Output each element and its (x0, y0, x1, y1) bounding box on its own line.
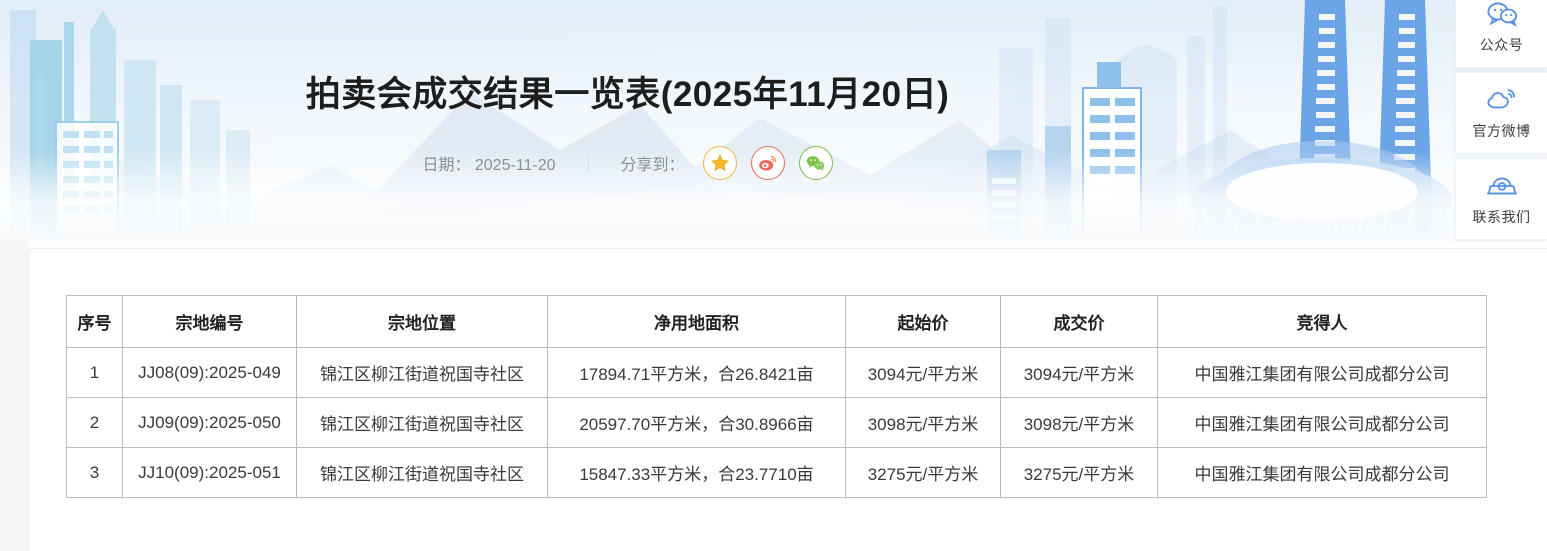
cell-parcel-no: JJ09(09):2025-050 (122, 397, 297, 448)
cell-parcel-no: JJ08(09):2025-049 (122, 347, 297, 398)
cell-start-price: 3094元/平方米 (845, 347, 1001, 398)
wechat-icon (1485, 0, 1519, 29)
column-header-location: 宗地位置 (296, 295, 548, 348)
table-row: 2 JJ09(09):2025-050 锦江区柳江街道祝国寺社区 20597.7… (66, 397, 1487, 448)
weibo-cloud-icon (1485, 85, 1519, 115)
cell-deal-price: 3094元/平方米 (1000, 347, 1158, 398)
share-weibo-button[interactable] (750, 146, 785, 180)
telephone-icon (1485, 171, 1519, 201)
side-rail-item-contact[interactable]: 联系我们 (1455, 158, 1547, 240)
side-rail-label: 联系我们 (1472, 209, 1531, 225)
share-star-button[interactable] (702, 146, 737, 180)
column-header-winner: 竞得人 (1157, 295, 1487, 348)
cell-start-price: 3275元/平方米 (845, 447, 1001, 498)
cell-index: 3 (66, 447, 123, 498)
share-wechat-button[interactable] (798, 146, 833, 180)
column-header-deal-price: 成交价 (1000, 295, 1158, 348)
auction-results-table: 序号 宗地编号 宗地位置 净用地面积 起始价 成交价 竞得人 1 JJ08(09… (66, 295, 1487, 498)
column-header-parcel-no: 宗地编号 (122, 295, 297, 348)
cell-start-price: 3098元/平方米 (845, 397, 1001, 448)
cell-winner: 中国雅江集团有限公司成都分公司 (1157, 347, 1487, 398)
cell-location: 锦江区柳江街道祝国寺社区 (296, 347, 548, 398)
cell-location: 锦江区柳江街道祝国寺社区 (296, 447, 548, 498)
cell-location: 锦江区柳江街道祝国寺社区 (296, 397, 548, 448)
cell-index: 2 (66, 397, 123, 448)
cell-area: 20597.70平方米，合30.8966亩 (547, 397, 846, 448)
star-icon (710, 154, 729, 172)
side-rail-label: 官方微博 (1472, 123, 1531, 139)
wechat-icon (806, 155, 825, 171)
table-row: 3 JJ10(09):2025-051 锦江区柳江街道祝国寺社区 15847.3… (66, 447, 1487, 498)
page-left-rail (0, 241, 28, 551)
cell-deal-price: 3098元/平方米 (1000, 397, 1158, 448)
cell-winner: 中国雅江集团有限公司成都分公司 (1157, 447, 1487, 498)
cell-parcel-no: JJ10(09):2025-051 (122, 447, 297, 498)
column-header-index: 序号 (66, 295, 123, 348)
meta-divider (587, 154, 589, 172)
table-header-row: 序号 宗地编号 宗地位置 净用地面积 起始价 成交价 竞得人 (66, 295, 1487, 348)
side-rail-item-official-account[interactable]: 公众号 (1455, 0, 1547, 68)
table-head: 序号 宗地编号 宗地位置 净用地面积 起始价 成交价 竞得人 (66, 295, 1487, 348)
side-rail-item-weibo[interactable]: 官方微博 (1455, 72, 1547, 154)
column-header-start-price: 起始价 (845, 295, 1001, 348)
page-banner: 拍卖会成交结果一览表(2025年11月20日) 日期： 2025-11-20 分… (0, 0, 1547, 241)
banner-meta-row: 日期： 2025-11-20 分享到： (0, 146, 1255, 180)
cell-index: 1 (66, 347, 123, 398)
cell-area: 17894.71平方米，合26.8421亩 (547, 347, 846, 398)
publish-date: 日期： 2025-11-20 (422, 157, 556, 174)
cell-winner: 中国雅江集团有限公司成都分公司 (1157, 397, 1487, 448)
table-body: 1 JJ08(09):2025-049 锦江区柳江街道祝国寺社区 17894.7… (66, 347, 1487, 498)
auction-results-table-wrapper: 序号 宗地编号 宗地位置 净用地面积 起始价 成交价 竞得人 1 JJ08(09… (66, 295, 1487, 498)
share-button-group (702, 146, 833, 180)
cell-deal-price: 3275元/平方米 (1000, 447, 1158, 498)
weibo-icon (759, 155, 777, 170)
share-label: 分享到： (620, 157, 685, 174)
floating-side-rail: 公众号 官方微博 联系我们 (1455, 0, 1547, 244)
side-rail-label: 公众号 (1479, 37, 1524, 53)
table-row: 1 JJ08(09):2025-049 锦江区柳江街道祝国寺社区 17894.7… (66, 347, 1487, 398)
column-header-area: 净用地面积 (547, 295, 846, 348)
cell-area: 15847.33平方米，合23.7710亩 (547, 447, 846, 498)
page-title: 拍卖会成交结果一览表(2025年11月20日) (305, 75, 950, 114)
